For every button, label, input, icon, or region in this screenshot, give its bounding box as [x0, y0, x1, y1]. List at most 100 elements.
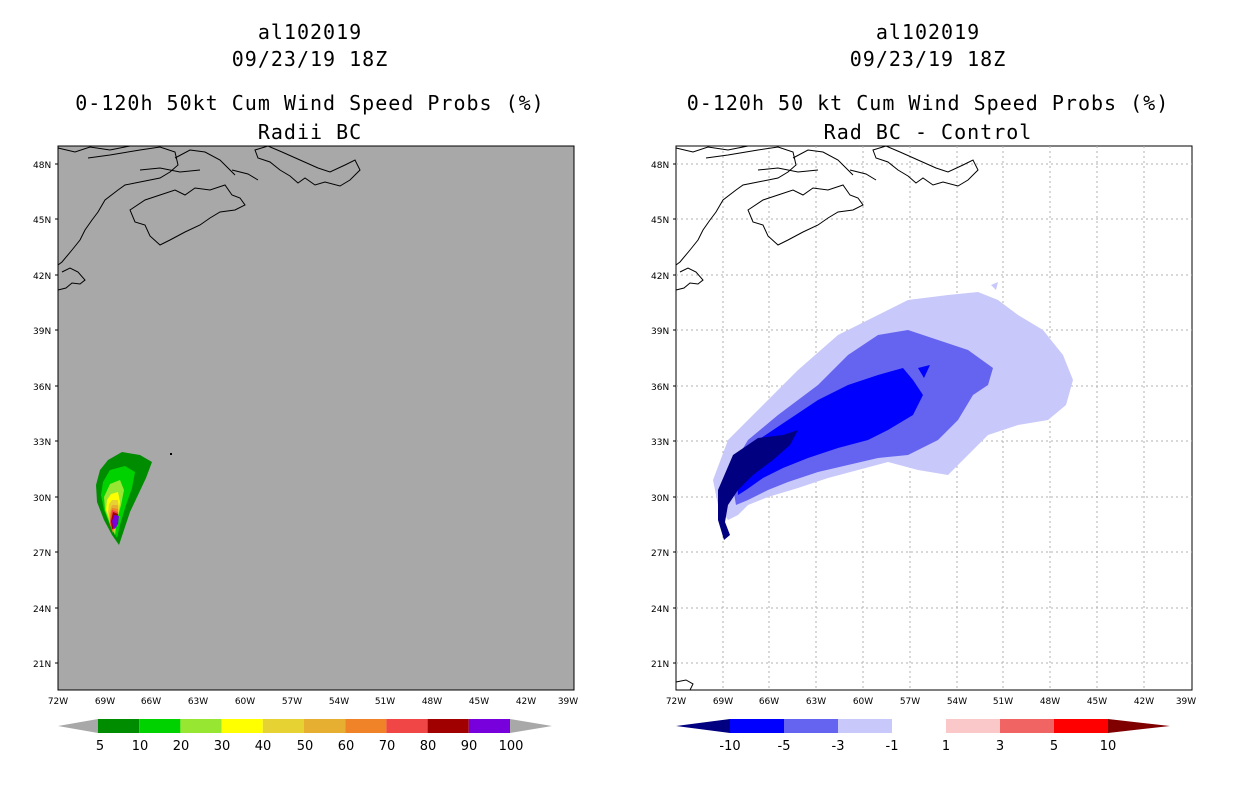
right-map: 48N 45N 42N 39N 36N 33N 30N 27N 24N 21N … — [651, 145, 1196, 754]
legend-label: 30 — [214, 739, 231, 754]
legend-swatch — [345, 719, 387, 733]
legend-arrow-left — [676, 719, 730, 733]
legend-swatch — [427, 719, 469, 733]
left-map: 48N 45N 42N 39N 36N 33N 30N 27N 24N 21N … — [33, 145, 578, 754]
legend-swatch — [1054, 719, 1108, 733]
lon-label: 42W — [1134, 697, 1154, 707]
lat-label: 36N — [33, 383, 51, 393]
left-title-line2: 09/23/19 18Z — [231, 47, 389, 71]
lat-label: 24N — [33, 605, 51, 615]
legend-label: -3 — [832, 739, 845, 754]
legend-label: 10 — [132, 739, 149, 754]
left-legend: 5 10 20 30 40 50 60 70 80 90 100 — [58, 719, 552, 754]
lon-label: 45W — [469, 697, 489, 707]
right-title-line3: 0-120h 50 kt Cum Wind Speed Probs (%) — [686, 91, 1170, 115]
legend-label: 80 — [420, 739, 437, 754]
legend-arrow-right — [1108, 719, 1170, 733]
right-title-line1: al102019 — [875, 20, 981, 44]
legend-label: 70 — [379, 739, 396, 754]
legend-swatch — [892, 719, 946, 733]
lon-label: 63W — [806, 697, 826, 707]
right-difference-field — [713, 282, 1073, 540]
lat-label: 27N — [33, 549, 51, 559]
lat-label: 39N — [33, 327, 51, 337]
legend-swatch — [1000, 719, 1054, 733]
lon-label: 66W — [759, 697, 779, 707]
legend-swatch — [180, 719, 222, 733]
lon-label: 39W — [558, 697, 578, 707]
left-lat-labels: 48N 45N 42N 39N 36N 33N 30N 27N 24N 21N — [33, 161, 51, 670]
right-title-line4: Rad BC - Control — [823, 120, 1033, 144]
lat-label: 27N — [651, 549, 669, 559]
legend-swatch — [386, 719, 428, 733]
left-title-line1: al102019 — [257, 20, 363, 44]
right-lat-labels: 48N 45N 42N 39N 36N 33N 30N 27N 24N 21N — [651, 161, 669, 670]
lat-label: 45N — [651, 216, 669, 226]
legend-arrow-right — [510, 719, 552, 733]
lon-label: 63W — [188, 697, 208, 707]
lon-label: 69W — [95, 697, 115, 707]
legend-swatch — [730, 719, 784, 733]
lat-label: 36N — [651, 383, 669, 393]
lon-label: 48W — [1040, 697, 1060, 707]
lon-label: 60W — [853, 697, 873, 707]
legend-label: 10 — [1100, 739, 1117, 754]
legend-swatch — [262, 719, 304, 733]
left-map-background — [57, 145, 575, 691]
lon-label: 72W — [48, 697, 68, 707]
lat-label: 39N — [651, 327, 669, 337]
left-probability-plume — [96, 452, 172, 545]
left-lat-ticks — [55, 163, 58, 664]
lon-label: 69W — [713, 697, 733, 707]
lon-label: 51W — [993, 697, 1013, 707]
lat-label: 33N — [651, 438, 669, 448]
lat-label: 48N — [33, 161, 51, 171]
left-panel: al102019 09/23/19 18Z 0-120h 50kt Cum Wi… — [33, 20, 578, 754]
lat-label: 30N — [33, 494, 51, 504]
legend-swatch — [98, 719, 140, 733]
lat-label: 30N — [651, 494, 669, 504]
right-lat-ticks — [673, 163, 676, 664]
lon-label: 57W — [900, 697, 920, 707]
legend-label: -5 — [778, 739, 791, 754]
lon-label: 57W — [282, 697, 302, 707]
lat-label: 33N — [33, 438, 51, 448]
lat-label: 48N — [651, 161, 669, 171]
left-coastline — [57, 145, 361, 291]
left-title-line4: Radii BC — [257, 120, 363, 144]
lon-label: 60W — [235, 697, 255, 707]
legend-swatch — [946, 719, 1000, 733]
legend-swatch — [139, 719, 181, 733]
lat-label: 24N — [651, 605, 669, 615]
legend-label: 90 — [461, 739, 478, 754]
right-legend: -10 -5 -3 -1 1 3 5 10 — [676, 719, 1170, 754]
legend-label: 100 — [499, 739, 524, 754]
lat-label: 21N — [33, 660, 51, 670]
legend-label: 5 — [1050, 739, 1058, 754]
legend-label: -1 — [886, 739, 899, 754]
legend-label: 60 — [338, 739, 355, 754]
lat-label: 42N — [33, 272, 51, 282]
legend-swatch — [838, 719, 892, 733]
lon-label: 42W — [516, 697, 536, 707]
lon-label: 72W — [666, 697, 686, 707]
left-title-line3: 0-120h 50kt Cum Wind Speed Probs (%) — [75, 91, 545, 115]
lon-label: 66W — [141, 697, 161, 707]
right-coastline — [675, 145, 979, 691]
legend-label: 20 — [173, 739, 190, 754]
lon-label: 48W — [422, 697, 442, 707]
legend-swatch — [304, 719, 346, 733]
legend-label: 50 — [297, 739, 314, 754]
lat-label: 45N — [33, 216, 51, 226]
lon-label: 51W — [375, 697, 395, 707]
lon-label: 54W — [329, 697, 349, 707]
legend-swatch — [784, 719, 838, 733]
lon-label: 45W — [1087, 697, 1107, 707]
lon-label: 54W — [947, 697, 967, 707]
legend-label: 40 — [255, 739, 272, 754]
legend-arrow-left — [58, 719, 98, 733]
right-lon-labels: 72W 69W 66W 63W 60W 57W 54W 51W 48W 45W … — [666, 697, 1196, 707]
right-title-line2: 09/23/19 18Z — [849, 47, 1007, 71]
legend-swatch — [221, 719, 263, 733]
lon-label: 39W — [1176, 697, 1196, 707]
